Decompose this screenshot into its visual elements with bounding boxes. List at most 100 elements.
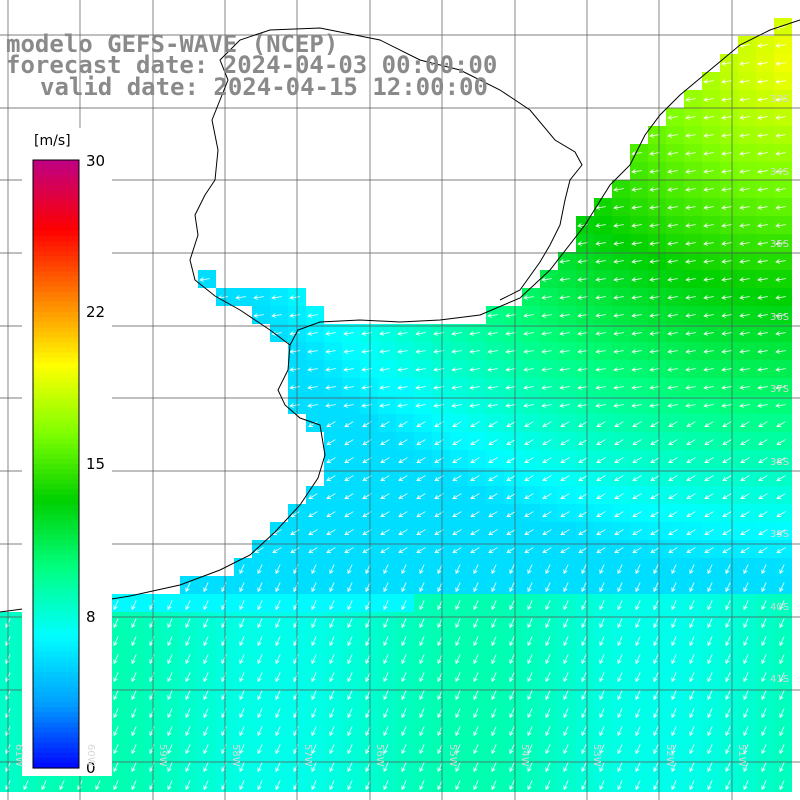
wind-arrow [239, 600, 245, 611]
colorbar-segment [33, 595, 79, 602]
wind-arrow [743, 618, 749, 629]
wind-arrow [757, 151, 768, 156]
wind-arrow [775, 385, 786, 390]
wind-arrow [275, 564, 281, 575]
wind-arrow [488, 421, 498, 428]
wind-arrow [635, 672, 641, 683]
wind-arrow [487, 331, 498, 336]
wind-arrow [667, 295, 678, 300]
wind-arrow [347, 708, 353, 719]
wind-arrow [596, 529, 606, 536]
colorbar-segment [33, 423, 79, 430]
wind-arrow [523, 403, 534, 408]
wind-arrow [545, 726, 551, 737]
wind-arrow [667, 331, 678, 336]
wind-arrow [167, 780, 173, 791]
wind-arrow [667, 151, 678, 156]
wind-arrow [311, 672, 317, 683]
wind-arrow [275, 708, 281, 719]
wind-arrow [541, 313, 552, 318]
wind-arrow [505, 349, 516, 354]
colorbar-segment [33, 306, 79, 313]
wind-arrow [668, 421, 678, 428]
colorbar-segment [33, 742, 79, 749]
wind-arrow [524, 439, 534, 446]
wind-arrow [398, 475, 408, 482]
wind-arrow [685, 403, 696, 408]
colorbar-segment [33, 534, 79, 541]
wind-arrow [437, 762, 443, 773]
wind-arrow [437, 636, 443, 647]
wind-arrow [595, 313, 606, 318]
wind-arrow [599, 762, 605, 773]
colorbar-tick-15: 15 [86, 455, 106, 473]
colorbar-segment [33, 428, 79, 435]
wind-arrow [740, 547, 750, 554]
wind-arrow [311, 690, 317, 701]
wind-arrow [635, 762, 641, 773]
colorbar-segment [33, 241, 79, 247]
wind-arrow [470, 493, 480, 500]
wind-arrow [527, 762, 533, 773]
wind-arrow [739, 79, 750, 84]
wind-arrow [545, 690, 551, 701]
wind-arrow [380, 457, 390, 464]
wind-arrow [401, 618, 407, 629]
wind-arrow [599, 564, 605, 575]
wind-arrow [776, 457, 786, 464]
wind-arrow [631, 259, 642, 264]
wind-arrow [253, 295, 264, 300]
wind-arrow [505, 331, 516, 336]
wind-arrow [527, 636, 533, 647]
wind-arrow [667, 187, 678, 192]
wind-arrow [725, 708, 731, 719]
wind-arrow [704, 475, 714, 482]
wind-arrow [563, 726, 569, 737]
wind-arrow [707, 672, 713, 683]
wind-arrow [397, 403, 408, 408]
colorbar-segment [33, 519, 79, 526]
wind-arrow [437, 564, 443, 575]
wind-arrow [488, 475, 498, 482]
wind-arrow [470, 475, 480, 482]
wind-arrow [523, 385, 534, 390]
wind-arrow [524, 511, 534, 518]
wind-arrow [614, 421, 624, 428]
wind-arrow [275, 690, 281, 701]
wind-arrow [757, 43, 768, 48]
wind-arrow [95, 780, 101, 791]
wind-arrow [307, 331, 318, 336]
colorbar-segment [33, 494, 79, 501]
wind-arrow [689, 672, 695, 683]
wind-arrow [721, 133, 732, 138]
lon-label: 60W [85, 744, 96, 767]
wind-arrow [293, 636, 299, 647]
colorbar-segment [33, 205, 79, 212]
colorbar-segment [33, 443, 79, 450]
wind-arrow [703, 295, 714, 300]
wind-arrow [491, 600, 497, 611]
wind-arrow [527, 582, 533, 593]
wind-arrow [527, 564, 533, 575]
wind-arrow [383, 762, 389, 773]
wind-arrow [761, 708, 767, 719]
wind-arrow [203, 600, 209, 611]
wind-arrow [595, 403, 606, 408]
wind-arrow [703, 385, 714, 390]
wind-arrow [347, 780, 353, 791]
wind-arrow [185, 582, 191, 593]
wind-arrow [577, 295, 588, 300]
colorbar-segment [33, 281, 79, 288]
wind-arrow [613, 403, 624, 408]
wind-arrow [185, 636, 191, 647]
wind-arrow [289, 403, 300, 408]
wind-arrow [545, 780, 551, 791]
wind-arrow [668, 511, 678, 518]
wind-arrow [221, 600, 227, 611]
colorbar-segment [33, 276, 79, 283]
wind-arrow [416, 511, 426, 518]
wind-arrow [257, 636, 263, 647]
wind-arrow [685, 115, 696, 120]
wind-arrow [581, 582, 587, 593]
wind-arrow [113, 726, 119, 737]
